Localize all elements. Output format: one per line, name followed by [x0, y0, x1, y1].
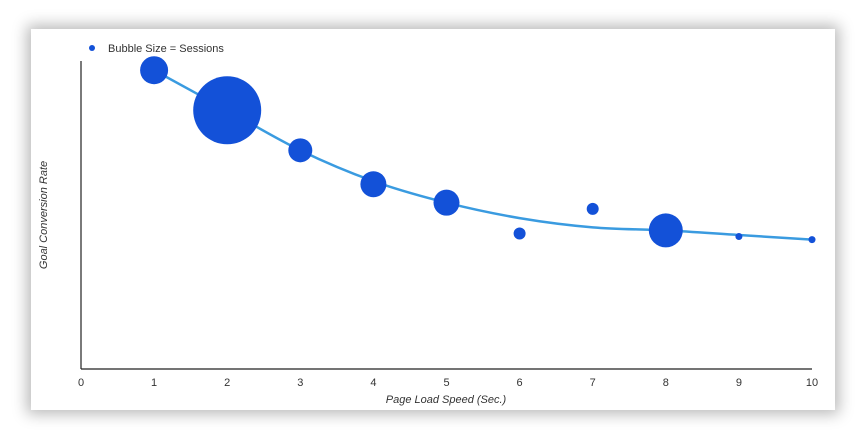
y-axis-title: Goal Conversion Rate — [38, 161, 50, 269]
legend-marker — [89, 45, 95, 51]
bubble-point — [288, 138, 313, 163]
bubble-point — [513, 227, 526, 240]
x-tick-label: 8 — [663, 377, 669, 389]
x-tick-label: 5 — [443, 377, 449, 389]
bubble-point — [735, 233, 743, 241]
bubble-point — [586, 202, 599, 215]
x-tick-label: 6 — [517, 377, 523, 389]
bubble-point — [360, 171, 387, 198]
bubble-point — [433, 189, 460, 216]
bubbles — [140, 56, 816, 248]
x-axis-title: Page Load Speed (Sec.) — [386, 394, 507, 406]
x-tick-label: 3 — [297, 377, 303, 389]
chart-card: Bubble Size = Sessions Goal Conversion R… — [31, 29, 835, 410]
bubble-chart: Bubble Size = Sessions Goal Conversion R… — [38, 43, 818, 406]
x-tick-labels: 0 1 2 3 4 5 6 7 8 9 10 — [78, 377, 818, 389]
x-tick-label: 0 — [78, 377, 84, 389]
x-tick-label: 9 — [736, 377, 742, 389]
x-tick-label: 2 — [224, 377, 230, 389]
bubble-point — [140, 56, 169, 85]
bubble-point — [648, 213, 683, 248]
bubble-point — [808, 236, 816, 244]
x-tick-label: 7 — [590, 377, 596, 389]
legend: Bubble Size = Sessions — [89, 43, 224, 55]
bubble-point — [193, 76, 262, 145]
x-tick-label: 4 — [370, 377, 376, 389]
x-tick-label: 1 — [151, 377, 157, 389]
x-tick-label: 10 — [806, 377, 818, 389]
legend-label: Bubble Size = Sessions — [108, 43, 224, 55]
